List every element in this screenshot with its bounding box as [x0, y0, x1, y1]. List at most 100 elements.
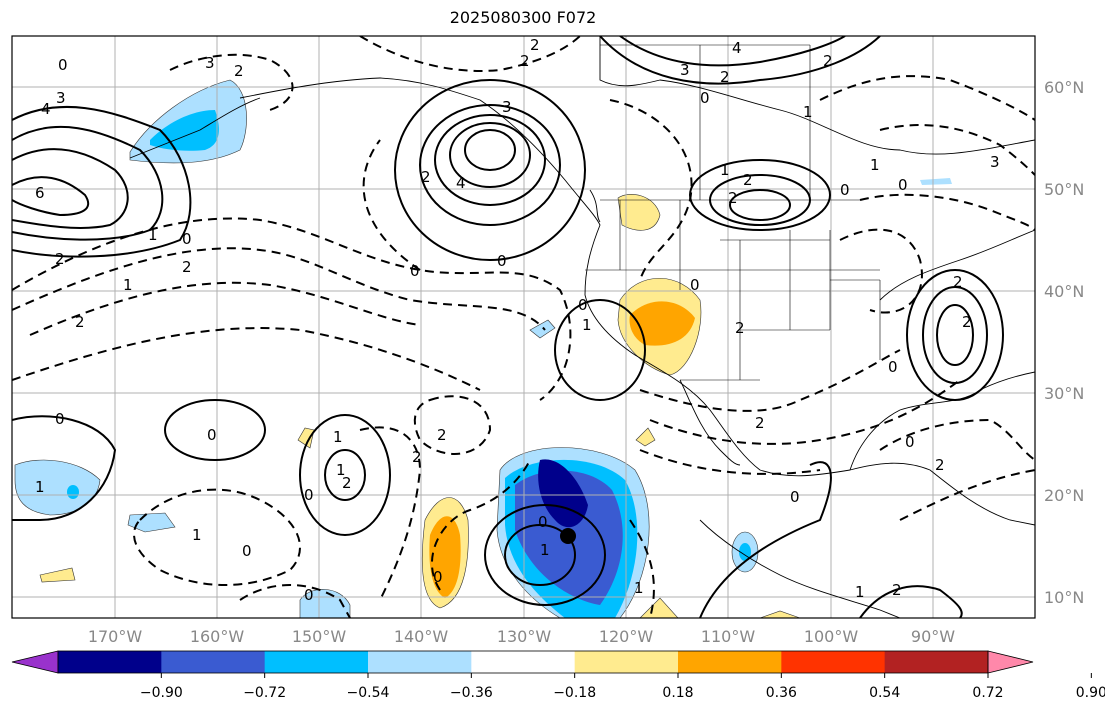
contour-label: 2 [935, 456, 945, 474]
colorbar-tick-label: −0.36 [450, 685, 493, 701]
contour-label: 2 [962, 313, 972, 331]
contour-labels: 0 3 4 6 2 1 0 2 1 2 3 2 2 2 3 4 2 0 0 4 … [35, 36, 1000, 604]
negative-anomaly-west-core [67, 485, 79, 499]
colorbar-tick-label: 0.36 [766, 685, 797, 701]
contour-label: 4 [456, 174, 466, 192]
contour-label: 2 [182, 258, 192, 276]
colorbar-tick-label: 0.72 [972, 685, 1003, 701]
cyclone-center-marker [560, 528, 576, 544]
contour-label: 2 [755, 414, 765, 432]
contours [12, 36, 1035, 618]
colorbar-segment [574, 651, 679, 673]
negative-anomaly-small-east-core [739, 543, 751, 561]
contour-label: 2 [437, 426, 447, 444]
contour-label: 2 [735, 319, 745, 337]
colorbar-tick-label: −0.18 [553, 685, 596, 701]
contour-label: 0 [497, 252, 507, 270]
contour-label: 2 [720, 68, 730, 86]
lat-label: 40°N [1044, 282, 1084, 301]
contour-label: 4 [41, 100, 51, 118]
colorbar-segment [368, 651, 472, 673]
positive-anomaly-mid-core [429, 516, 461, 598]
contour-label: 2 [743, 171, 753, 189]
contour-label: 1 [582, 316, 592, 334]
colorbar-extend-high [987, 650, 1034, 674]
colorbar-segment [884, 651, 989, 673]
solid-contours [12, 36, 1004, 618]
contour-label: 2 [953, 273, 963, 291]
contour-label: 1 [333, 428, 343, 446]
colorbar-tick-label: 0.18 [662, 685, 693, 701]
contour-label: 2 [55, 250, 65, 268]
contour-label: 2 [342, 474, 352, 492]
lon-label: 160°W [190, 627, 245, 646]
contour-label: 2 [892, 581, 902, 599]
contour-label: 6 [35, 184, 45, 202]
positive-anomaly-small-3 [635, 427, 656, 447]
colorbar-tick-label: 0.54 [869, 685, 900, 701]
contour-label: 0 [207, 426, 217, 444]
contour-label: 2 [75, 313, 85, 331]
contour-label: 0 [242, 542, 252, 560]
contour-label: 1 [634, 579, 644, 597]
longitude-labels: 170°W 160°W 150°W 140°W 130°W 120°W 110°… [88, 627, 955, 646]
contour-label: 1 [540, 541, 550, 559]
contour-label: 2 [728, 189, 738, 207]
negative-anomaly-hawaii [127, 512, 176, 533]
lon-label: 150°W [292, 627, 347, 646]
contour-label: 0 [433, 568, 443, 586]
negative-anomaly-small [529, 319, 556, 339]
negative-anomaly-east-small [920, 178, 952, 185]
contour-label: 0 [55, 410, 65, 428]
contour-label: 0 [182, 230, 192, 248]
contour-label: 1 [870, 156, 880, 174]
latitude-labels: 60°N 50°N 40°N 30°N 20°N 10°N [1044, 78, 1084, 607]
colorbar-segment [161, 651, 266, 673]
contour-label: 0 [304, 486, 314, 504]
contour-label: 2 [530, 36, 540, 54]
contour-label: 0 [790, 488, 800, 506]
contour-label: 0 [304, 586, 314, 604]
contour-label: 1 [720, 161, 730, 179]
contour-label: 0 [905, 433, 915, 451]
lat-label: 60°N [1044, 78, 1084, 97]
contour-label: 1 [35, 478, 45, 496]
negative-anomaly-main-core [538, 459, 588, 528]
contour-label: 2 [234, 62, 244, 80]
colorbar: −0.90 −0.72 −0.54 −0.36 −0.18 0.18 0.36 0.54 0.7… [11, 650, 1105, 701]
contour-label: 2 [823, 52, 833, 70]
colorbar-tick-label: 0.90 [1076, 685, 1105, 701]
contour-label: 1 [192, 526, 202, 544]
positive-anomaly-small-4 [639, 597, 679, 618]
colorbar-segment [678, 651, 782, 673]
contour-label: 1 [803, 103, 813, 121]
contour-label: 0 [840, 181, 850, 199]
contour-label: 3 [205, 54, 215, 72]
contour-label: 1 [855, 583, 865, 601]
negative-anomaly-alaska-core [150, 110, 219, 151]
contour-label: 0 [700, 89, 710, 107]
positive-anomaly-north [617, 194, 661, 231]
lat-label: 10°N [1044, 588, 1084, 607]
contour-label: 0 [898, 176, 908, 194]
map-content: 0 3 4 6 2 1 0 2 1 2 3 2 2 2 3 4 2 0 0 4 … [12, 36, 1035, 618]
contour-label: 0 [410, 262, 420, 280]
map-title: 2025080300 F072 [449, 8, 597, 27]
lon-label: 170°W [88, 627, 143, 646]
positive-anomaly-small-5 [759, 610, 801, 618]
lat-label: 20°N [1044, 486, 1084, 505]
lon-label: 140°W [394, 627, 449, 646]
lat-label: 50°N [1044, 180, 1084, 199]
lon-label: 90°W [911, 627, 955, 646]
colorbar-segment [264, 651, 369, 673]
positive-anomaly-small-2 [39, 567, 76, 583]
lat-label: 30°N [1044, 384, 1084, 403]
colorbar-segment [58, 651, 162, 673]
contour-label: 1 [336, 461, 346, 479]
contour-label: 3 [56, 89, 66, 107]
colorbar-segment [471, 651, 576, 673]
positive-anomaly-california-core [629, 301, 695, 346]
contour-label: 0 [690, 276, 700, 294]
contour-label: 0 [578, 296, 588, 314]
